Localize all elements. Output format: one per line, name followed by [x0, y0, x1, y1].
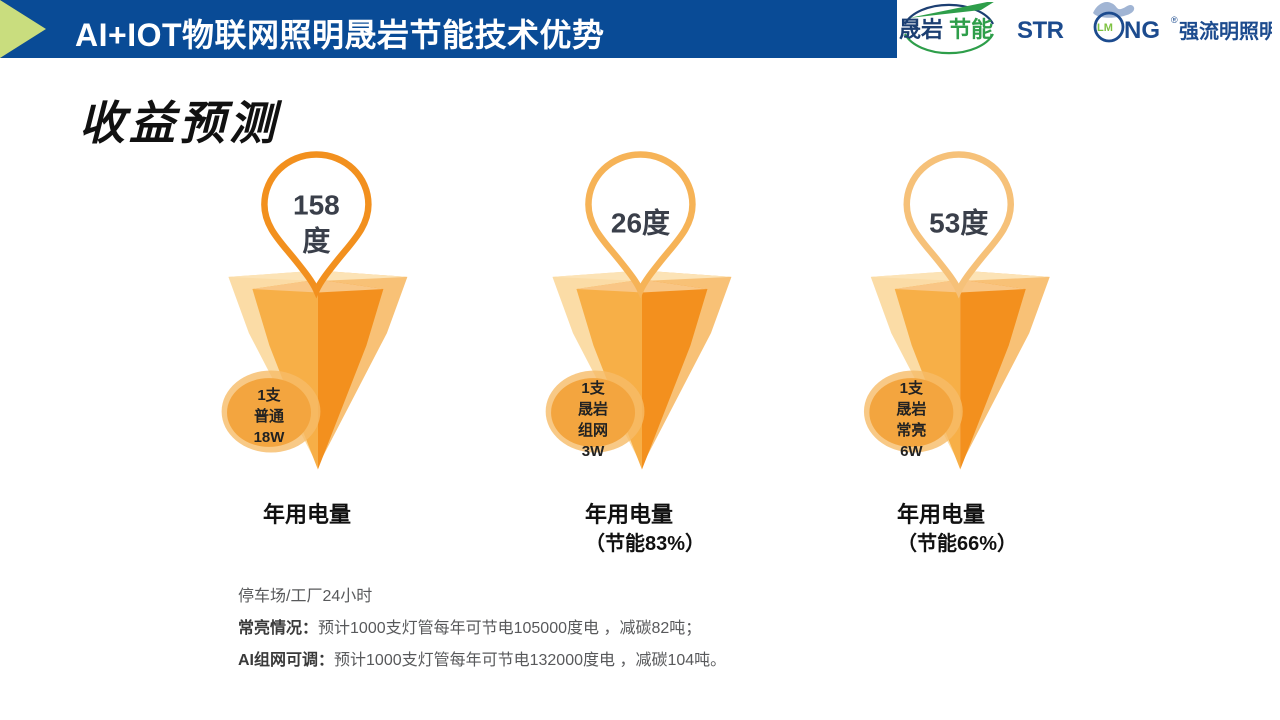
svg-text:度: 度	[302, 226, 330, 257]
svg-text:6W: 6W	[900, 443, 923, 460]
svg-text:18W: 18W	[254, 429, 286, 446]
svg-text:53度: 53度	[929, 208, 988, 239]
svg-text:1支: 1支	[257, 386, 281, 404]
svg-text:158: 158	[293, 190, 340, 221]
svg-text:晟岩: 晟岩	[578, 400, 608, 418]
svg-text:1支: 1支	[581, 379, 605, 397]
svg-text:常亮: 常亮	[896, 421, 926, 439]
svg-text:26度: 26度	[611, 208, 670, 239]
svg-text:1支: 1支	[900, 379, 924, 397]
svg-text:组网: 组网	[578, 421, 608, 439]
svg-text:普通: 普通	[254, 407, 284, 425]
svg-text:3W: 3W	[582, 443, 605, 460]
svg-text:晟岩: 晟岩	[896, 400, 926, 418]
